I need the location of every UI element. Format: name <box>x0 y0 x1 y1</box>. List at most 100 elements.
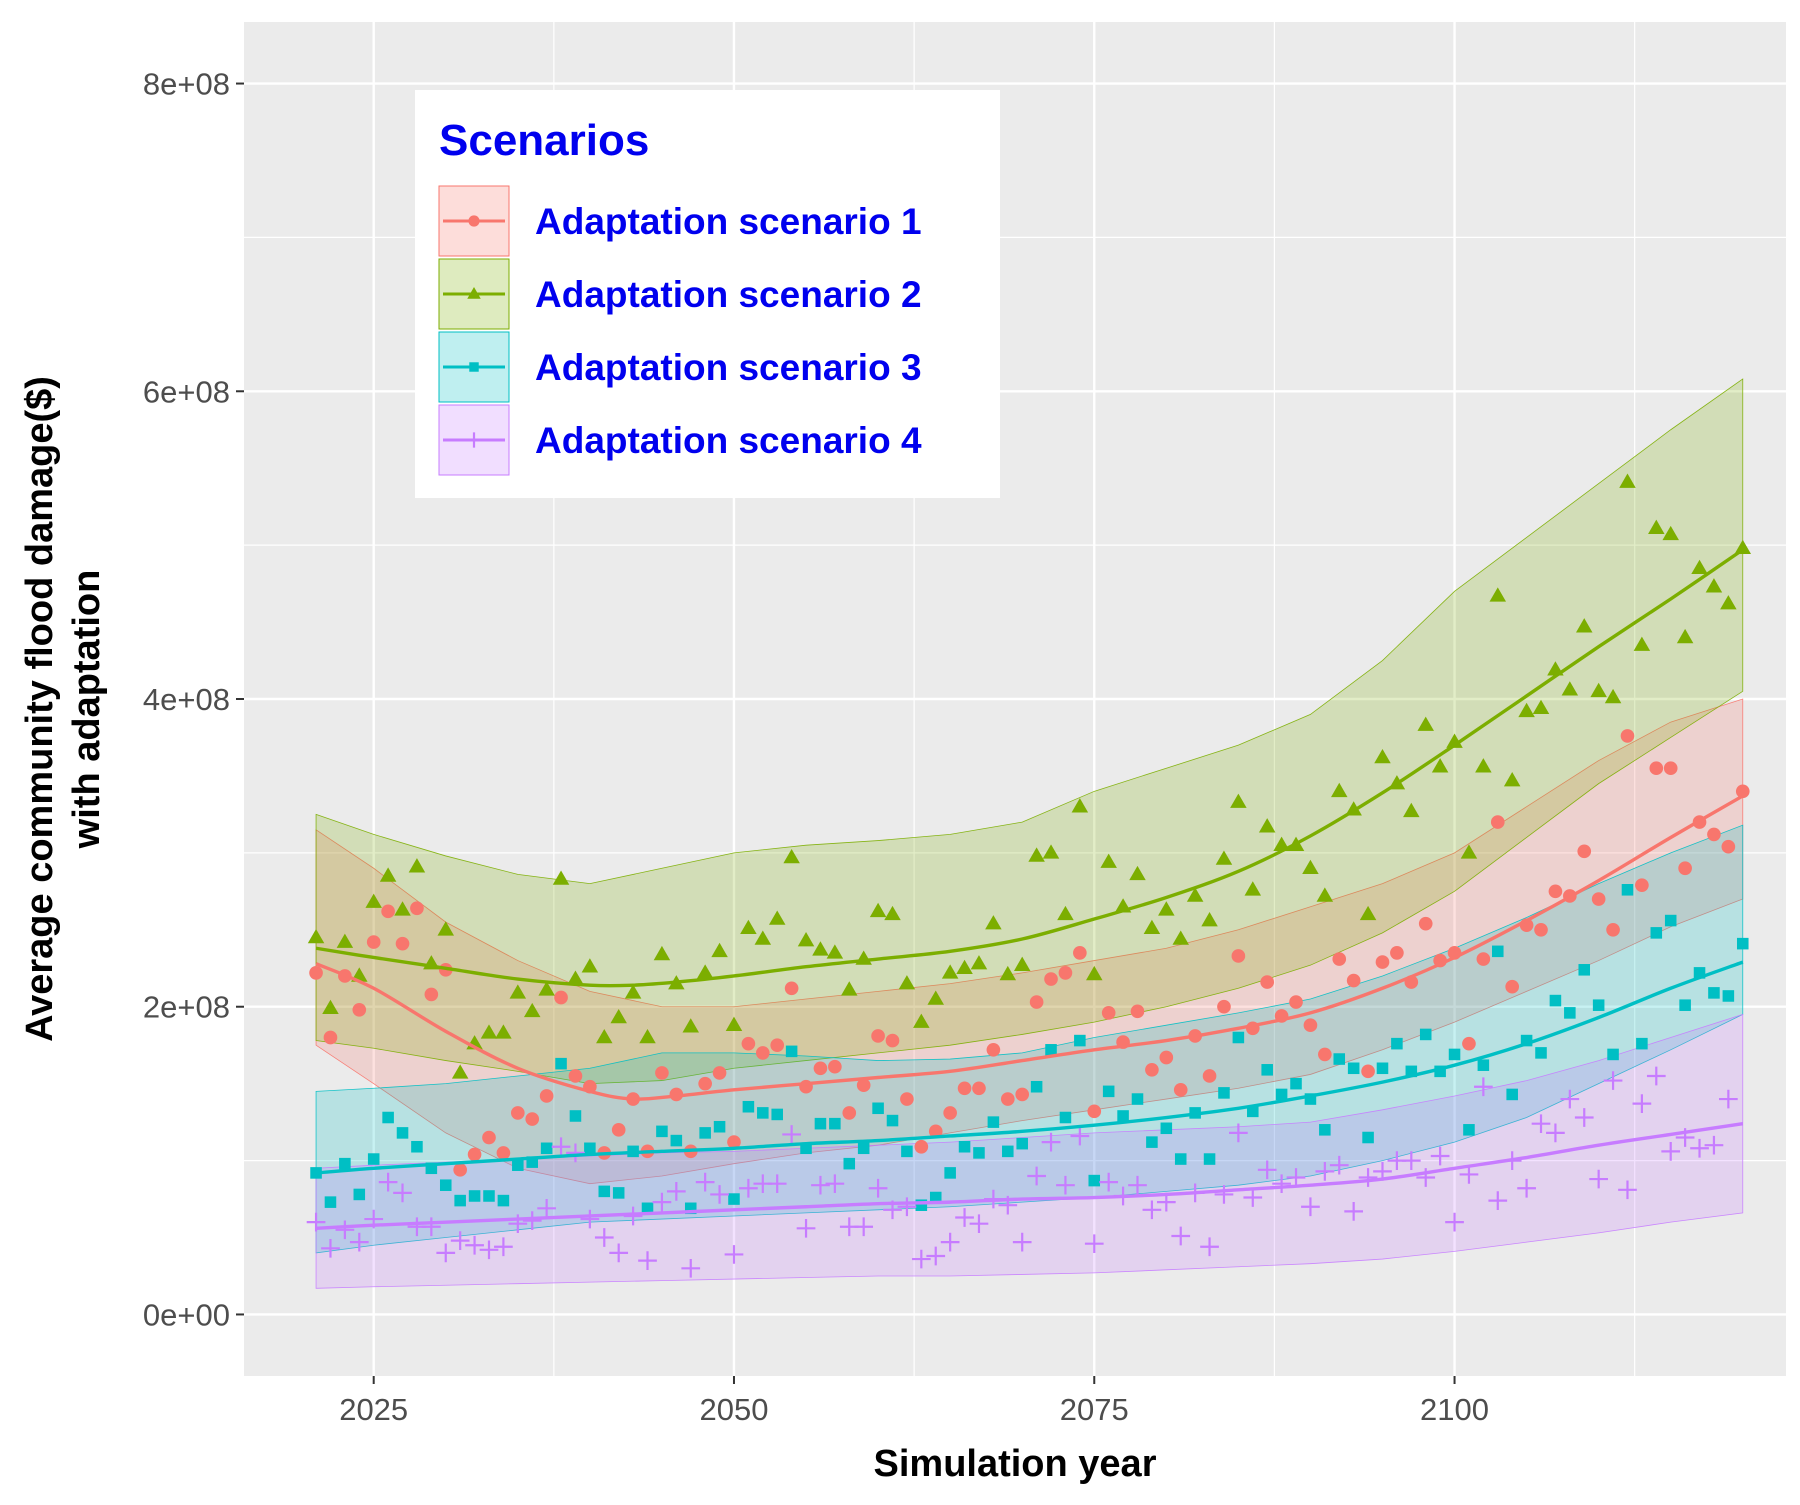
data-point-series-3 <box>454 1194 466 1207</box>
data-point-series-3 <box>1088 1174 1101 1187</box>
data-point-series-1 <box>928 1124 943 1139</box>
data-point-series-4 <box>1560 1089 1580 1109</box>
data-point-series-4 <box>1474 1077 1493 1097</box>
data-point-series-4 <box>335 1220 355 1240</box>
data-point-series-2 <box>1258 818 1276 833</box>
x-tick-label: 2050 <box>699 1392 768 1427</box>
data-point-series-3 <box>728 1193 740 1205</box>
data-point-series-1 <box>957 1081 972 1096</box>
data-point-series-1 <box>1649 761 1664 776</box>
legend-box <box>415 90 1000 498</box>
data-point-series-2 <box>1532 699 1550 715</box>
data-point-series-4 <box>1488 1191 1508 1210</box>
data-point-series-1 <box>1318 1047 1332 1062</box>
data-point-series-4 <box>1229 1123 1248 1143</box>
data-point-series-2 <box>1619 473 1636 488</box>
data-point-series-4 <box>321 1238 340 1258</box>
legend-items: Adaptation scenario 1 Adaptation scenario… <box>438 185 922 476</box>
data-point-series-2 <box>1431 758 1449 773</box>
data-point-series-1 <box>568 1069 583 1083</box>
data-point-series-2 <box>1201 912 1218 927</box>
legend: Scenarios Adaptation scenario 1Adaptatio… <box>415 90 1000 498</box>
data-point-series-4 <box>1632 1094 1652 1114</box>
data-point-series-2 <box>379 867 397 882</box>
data-point-series-4 <box>1430 1146 1450 1166</box>
data-point-series-4 <box>594 1228 614 1247</box>
data-point-series-3 <box>584 1142 596 1155</box>
data-point-series-4 <box>926 1246 946 1266</box>
data-point-series-4 <box>1012 1232 1032 1252</box>
data-point-series-1 <box>1721 839 1736 854</box>
data-point-series-4 <box>421 1217 441 1237</box>
data-point-series-3 <box>540 1142 553 1155</box>
data-point-series-3 <box>1722 990 1735 1002</box>
data-point-series-4 <box>1128 1175 1147 1195</box>
data-point-series-1 <box>1173 1082 1188 1097</box>
data-point-series-3 <box>1736 937 1749 950</box>
data-point-series-1 <box>510 1106 525 1120</box>
data-point-series-3 <box>973 1147 985 1159</box>
y-axis-title-line-2: with adaptation <box>66 570 108 850</box>
data-point-series-1 <box>900 1092 914 1106</box>
data-point-series-3 <box>411 1140 423 1153</box>
data-point-series-2 <box>639 1028 656 1044</box>
data-point-series-3 <box>1261 1064 1273 1076</box>
data-point-series-2 <box>1503 772 1521 787</box>
data-point-series-1 <box>1130 1004 1145 1019</box>
data-point-series-4 <box>479 1240 499 1260</box>
data-point-series-4 <box>1704 1135 1724 1155</box>
data-point-series-2 <box>394 901 411 916</box>
data-point-series-4 <box>1603 1071 1623 1090</box>
data-point-series-1 <box>914 1139 929 1154</box>
legend-label: Adaptation scenario 2 <box>535 274 922 315</box>
data-point-series-2 <box>581 958 599 973</box>
data-point-series-4 <box>436 1243 456 1263</box>
data-point-series-1 <box>1159 1050 1174 1065</box>
data-point-series-3 <box>699 1127 711 1139</box>
data-point-series-4 <box>825 1174 845 1194</box>
data-point-series-3 <box>439 1179 452 1191</box>
data-point-series-1 <box>1418 916 1433 931</box>
data-point-series-4 <box>811 1175 830 1195</box>
data-point-series-2 <box>1086 965 1103 981</box>
data-point-series-4 <box>1618 1180 1637 1200</box>
data-point-series-4 <box>710 1185 729 1204</box>
data-point-series-3 <box>857 1142 870 1155</box>
data-point-series-4 <box>739 1178 758 1198</box>
data-point-series-1 <box>554 990 568 1005</box>
data-point-series-2 <box>783 848 800 864</box>
data-point-series-4 <box>609 1243 629 1263</box>
data-point-series-1 <box>856 1078 871 1093</box>
data-point-series-1 <box>611 1122 626 1137</box>
data-point-series-3 <box>987 1116 1000 1128</box>
data-point-series-4 <box>666 1182 686 1201</box>
confidence-band-series-2 <box>315 378 1744 1085</box>
data-point-series-4 <box>638 1251 657 1270</box>
data-point-series-4 <box>1459 1165 1479 1184</box>
data-point-series-3 <box>1002 1145 1014 1158</box>
axes: 0e+00 2e+08 4e+08 6e+08 8e+08 2025 2050 2075 210… <box>143 67 1489 1427</box>
data-point-series-4 <box>724 1245 744 1264</box>
data-point-series-1 <box>1289 995 1303 1009</box>
smoothed-line-series-2 <box>315 548 1744 988</box>
data-point-series-2 <box>451 1064 469 1079</box>
y-tick-label: 0e+00 <box>143 1297 230 1332</box>
data-point-series-3 <box>1708 987 1720 999</box>
data-point-series-3 <box>958 1140 971 1153</box>
data-point-series-3 <box>1477 1059 1490 1071</box>
data-point-series-1 <box>309 966 323 980</box>
data-point-series-3 <box>1218 1087 1230 1099</box>
data-point-series-2 <box>1028 847 1045 862</box>
data-point-series-4 <box>911 1249 931 1269</box>
data-point-series-3 <box>396 1127 409 1139</box>
data-point-series-3 <box>1607 1048 1619 1061</box>
data-point-series-3 <box>598 1185 611 1198</box>
x-axis-title: Simulation year <box>874 1443 1157 1485</box>
data-point-series-3 <box>944 1167 956 1179</box>
data-point-series-2 <box>711 942 728 958</box>
data-point-series-3 <box>1290 1077 1302 1090</box>
data-point-series-4 <box>1315 1162 1335 1181</box>
data-point-series-2 <box>768 910 786 925</box>
data-point-series-4 <box>349 1232 369 1252</box>
data-point-series-2 <box>696 964 714 979</box>
